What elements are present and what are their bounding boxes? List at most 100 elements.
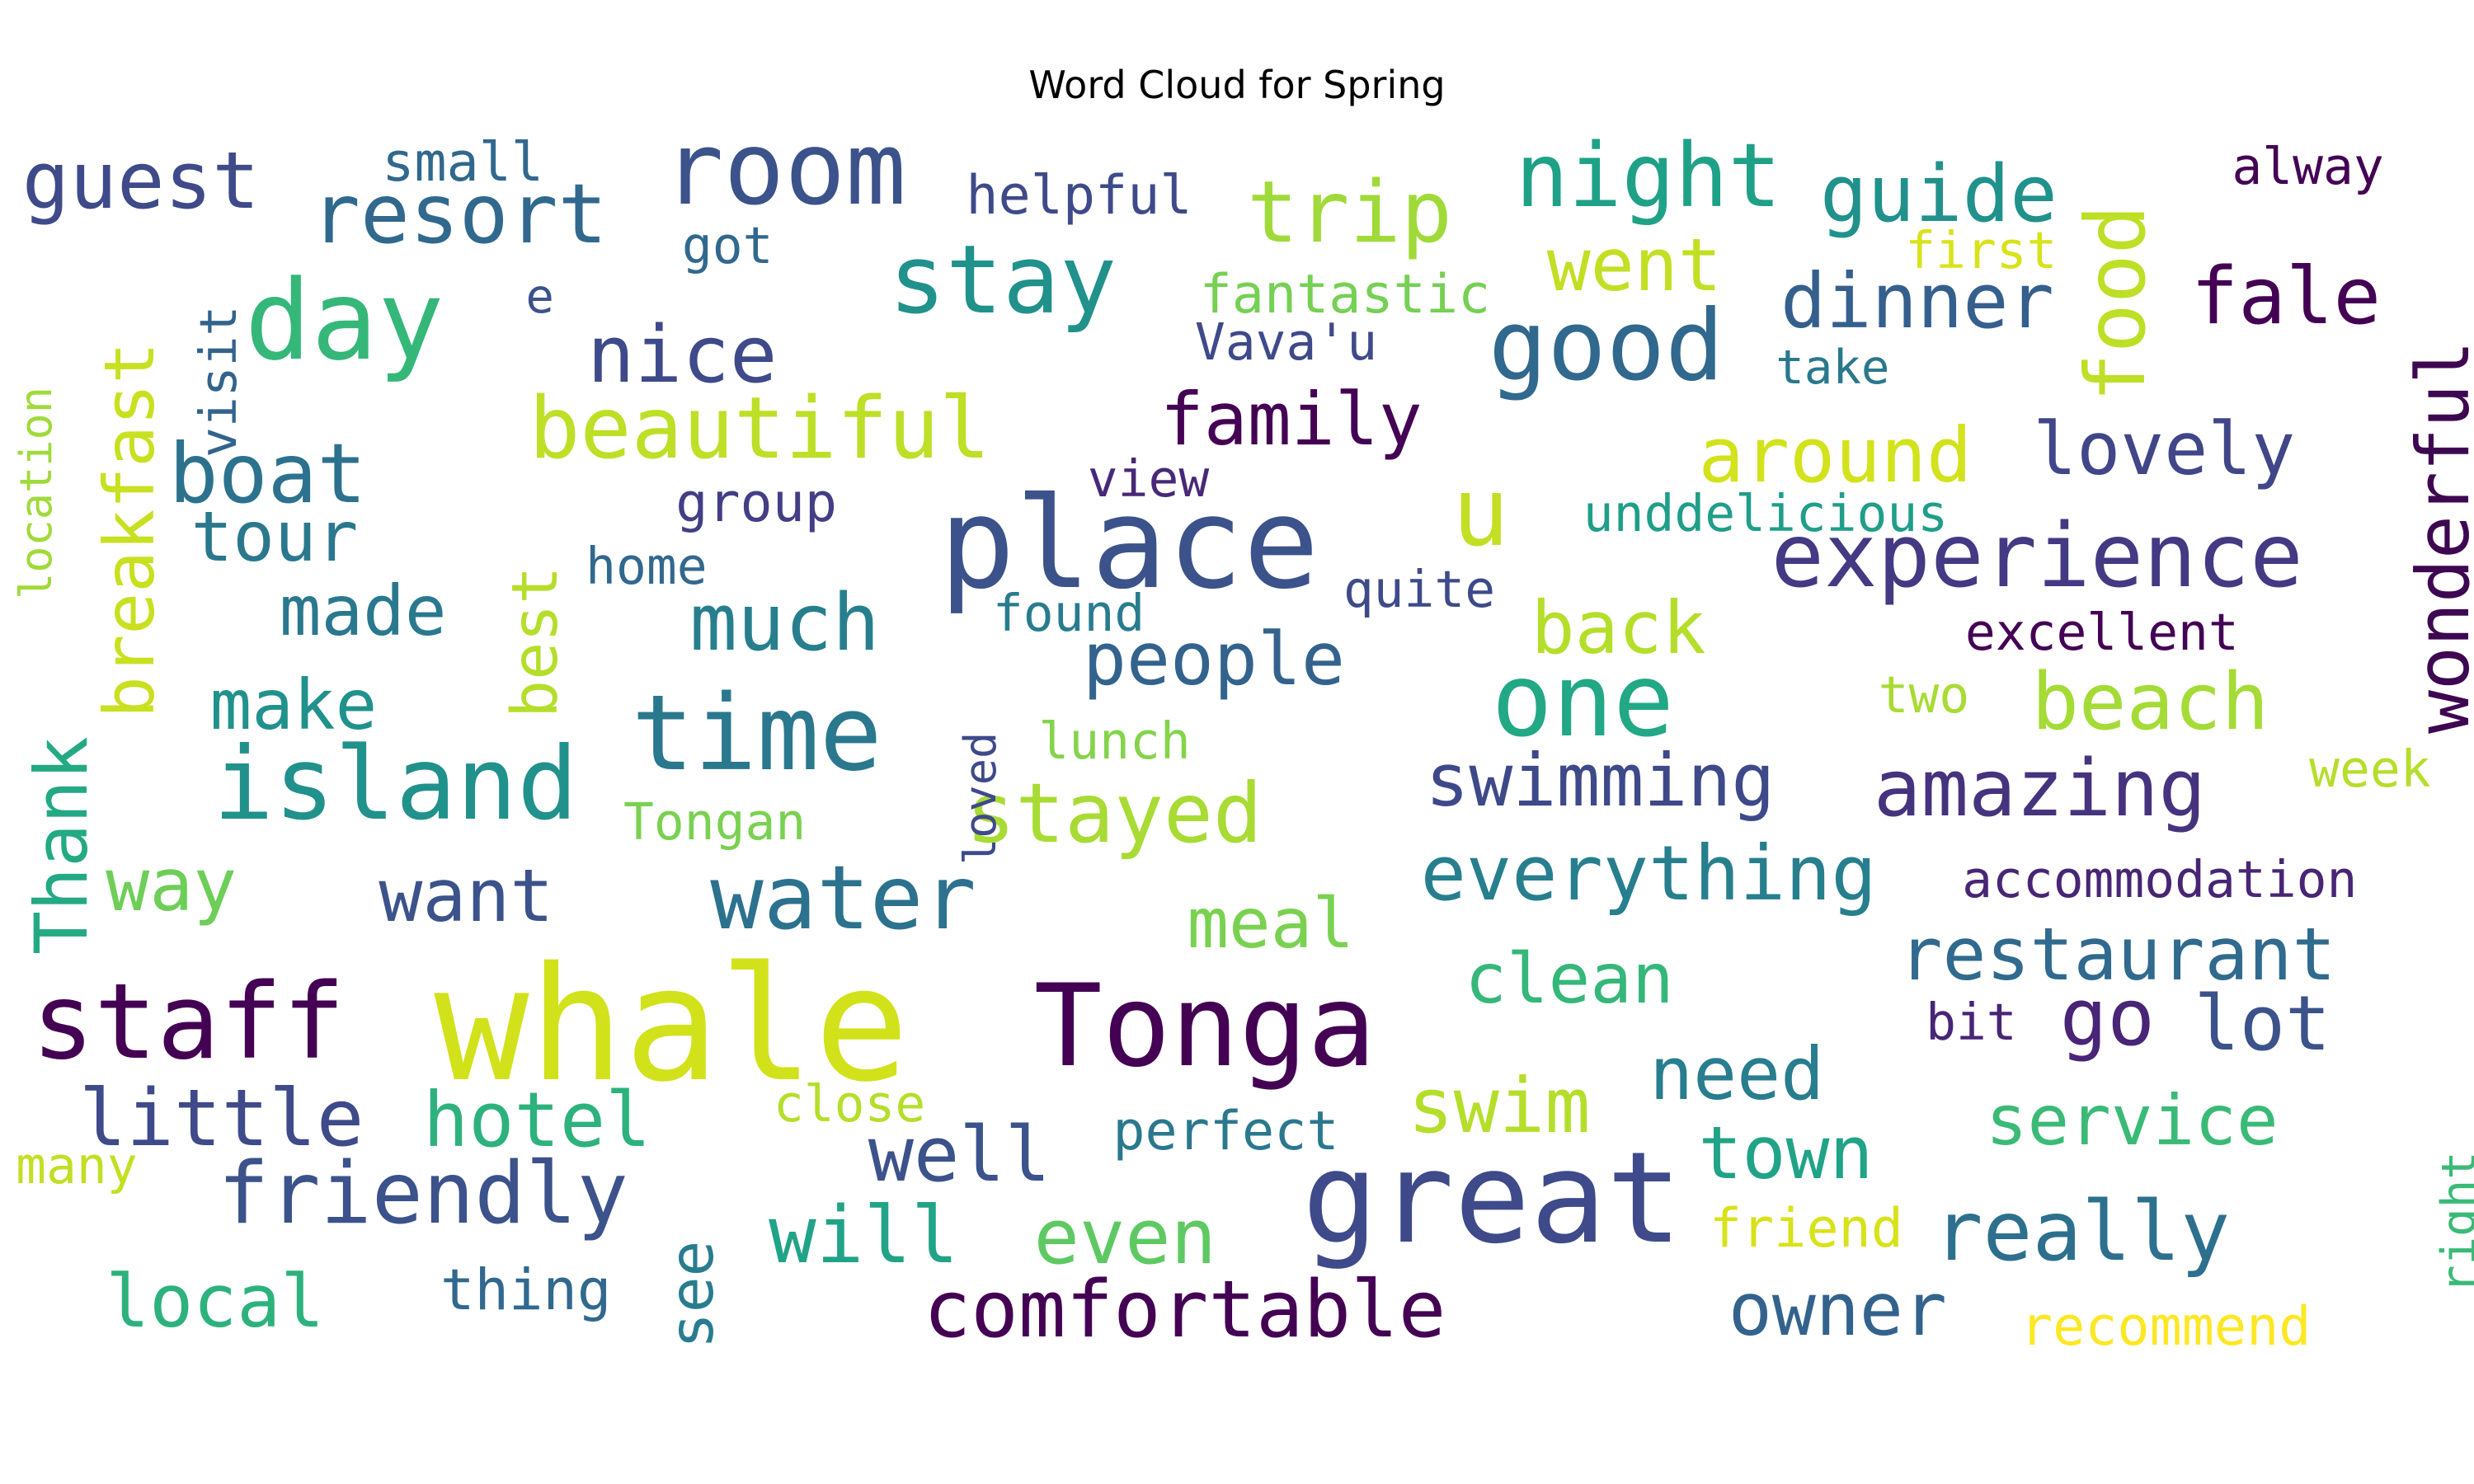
word-well: well: [868, 1111, 1051, 1200]
word-recommend: recommend: [2020, 1296, 2312, 1359]
word-thing: thing: [440, 1257, 612, 1324]
word-helpful: helpful: [966, 164, 1192, 227]
word-resort: resort: [311, 167, 608, 262]
word-swim: swim: [1408, 1061, 1591, 1150]
word-town: town: [1698, 1111, 1874, 1196]
word-family: family: [1159, 377, 1423, 463]
word-great: great: [1302, 1125, 1682, 1273]
word-owner: owner: [1728, 1266, 1947, 1352]
word-go: go: [2059, 970, 2155, 1064]
word-stay: stay: [888, 225, 1117, 336]
word-little: little: [78, 1072, 365, 1165]
word-perfect: perfect: [1112, 1100, 1339, 1162]
word-fantastic: fantastic: [1199, 264, 1491, 326]
word-boat: boat: [168, 427, 367, 523]
word-made: made: [279, 570, 447, 651]
word-lot: lot: [2194, 979, 2331, 1068]
word-good: good: [1488, 288, 1724, 402]
word-e: e: [525, 269, 554, 325]
word-hotel: hotel: [422, 1076, 651, 1164]
word-restaurant: restaurant: [1898, 911, 2336, 997]
word-small: small: [382, 131, 544, 194]
word-close: close: [773, 1075, 926, 1134]
word-guide: guide: [1819, 147, 2058, 240]
word-water: water: [710, 848, 976, 951]
word-right: right: [2431, 1151, 2474, 1294]
word-friend: friend: [1709, 1198, 1903, 1261]
word-service: service: [1985, 1079, 2279, 1161]
word-visit: visit: [190, 305, 249, 458]
word-accommodation: accommodation: [1962, 851, 2358, 910]
word-food: food: [2068, 204, 2164, 403]
word-day: day: [244, 256, 444, 385]
word-experience: experience: [1771, 505, 2303, 608]
word-tonga: Tonga: [1033, 960, 1376, 1093]
word-way: way: [106, 842, 238, 928]
word-got: got: [681, 216, 774, 275]
word-lunch: lunch: [1038, 711, 1191, 771]
word-vava-u: Vava'u: [1194, 312, 1378, 372]
word-beautiful: beautiful: [529, 378, 991, 478]
word-nice: nice: [587, 308, 778, 401]
word-place: place: [938, 470, 1319, 618]
word-many: many: [16, 1136, 138, 1195]
word-want: want: [379, 853, 554, 939]
word-people: people: [1083, 617, 1345, 702]
word-wonderful: wonderful: [2400, 340, 2474, 734]
chart-title: Word Cloud for Spring: [1028, 63, 1446, 107]
word-bit: bit: [1926, 993, 2017, 1052]
word-two: two: [1878, 666, 1970, 726]
word-whale: whale: [434, 933, 910, 1118]
word-dinner: dinner: [1780, 256, 2054, 345]
word-cloud: whale great place Tonga room day time island sta…: [10, 109, 2474, 1369]
word-one: one: [1491, 641, 1674, 759]
word-fale: fale: [2190, 249, 2382, 342]
word-everything: everything: [1420, 829, 1877, 918]
word-trip: trip: [1247, 162, 1452, 262]
word-excellent: excellent: [1964, 603, 2239, 662]
word-comfortable: comfortable: [923, 1262, 1446, 1355]
word-guest: guest: [21, 134, 260, 228]
word-time: time: [631, 672, 882, 794]
word-group: group: [675, 472, 838, 535]
word-meal: meal: [1187, 882, 1355, 964]
word-room: room: [662, 109, 906, 228]
word-need: need: [1649, 1031, 1825, 1117]
word-take: take: [1776, 340, 1890, 396]
word-best: best: [499, 566, 573, 718]
word-local: local: [106, 1259, 325, 1345]
word-went: went: [1546, 222, 1722, 308]
word-stayed: stayed: [966, 766, 1263, 862]
word-night: night: [1515, 124, 1782, 228]
word-thank: Thank: [18, 735, 104, 955]
word-even: even: [1033, 1192, 1216, 1281]
word-amazing: amazing: [1873, 742, 2207, 835]
word-lovely: lovely: [2033, 406, 2296, 492]
word-island: island: [213, 725, 578, 843]
word-staff: staff: [31, 961, 346, 1083]
word-swimming: swimming: [1425, 738, 1776, 824]
word-clean: clean: [1465, 937, 1674, 1019]
word-week: week: [2309, 740, 2431, 800]
word-make: make: [209, 665, 378, 746]
word-breakfast: breakfast: [88, 341, 170, 718]
word-view: view: [1087, 450, 1210, 510]
word-unddelicious: unddelicious: [1583, 485, 1949, 544]
word-quite: quite: [1343, 561, 1496, 620]
word-really: really: [1933, 1185, 2231, 1280]
word-found: found: [992, 584, 1145, 643]
word-alway: alway: [2232, 138, 2384, 197]
word-tongan: Tongan: [623, 792, 807, 852]
word-loved: loved: [953, 731, 1006, 865]
word-around: around: [1698, 411, 1973, 500]
word-location: location: [10, 387, 63, 600]
word-see: see: [656, 1241, 727, 1350]
word-beach: beach: [2031, 655, 2269, 748]
word-back: back: [1531, 585, 1706, 670]
word-first: first: [1905, 221, 2058, 280]
word-friendly: friendly: [218, 1144, 628, 1244]
word-u: u: [1451, 457, 1510, 568]
word-home: home: [586, 537, 708, 596]
word-will: will: [769, 1188, 959, 1281]
